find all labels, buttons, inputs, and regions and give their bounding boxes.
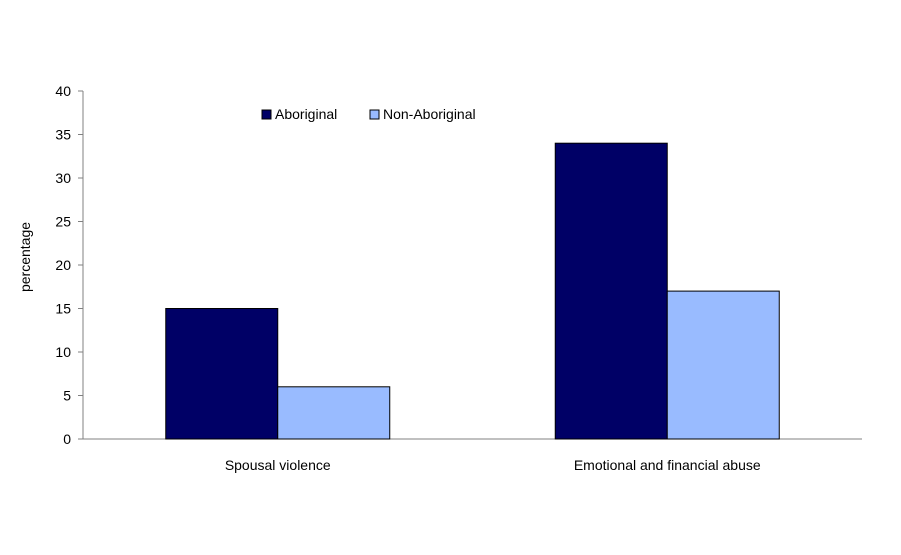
y-tick-label: 15 [55,301,71,317]
bar-non-aboriginal-1 [666,290,780,440]
x-category-label: Emotional and financial abuse [574,457,761,473]
bar-aboriginal-1 [554,142,668,440]
bar-non-aboriginal-0 [277,386,391,440]
legend-label: Non-Aboriginal [383,106,476,122]
y-tick-label: 10 [55,344,71,360]
x-category-label: Spousal violence [225,457,331,473]
y-tick-label: 0 [63,431,71,447]
category-labels: Spousal violence Emotional and financial … [225,457,761,473]
y-tick-label: 35 [55,127,71,143]
legend-swatch [261,109,272,120]
y-axis-title: percentage [17,222,33,292]
y-tick-label: 20 [55,257,71,273]
y-axis-title-group: percentage [17,222,33,292]
legend-swatch [369,109,380,120]
bars [165,142,780,440]
legend: Aboriginal Non-Aboriginal [261,106,476,122]
y-tick-label: 40 [55,83,71,99]
y-tick-label: 25 [55,214,71,230]
y-tick-label: 5 [63,388,71,404]
y-axis-ticks: 0 5 10 15 20 25 30 35 40 [55,83,83,447]
bar-aboriginal-0 [165,308,279,440]
legend-label: Aboriginal [275,106,337,122]
y-tick-label: 30 [55,170,71,186]
